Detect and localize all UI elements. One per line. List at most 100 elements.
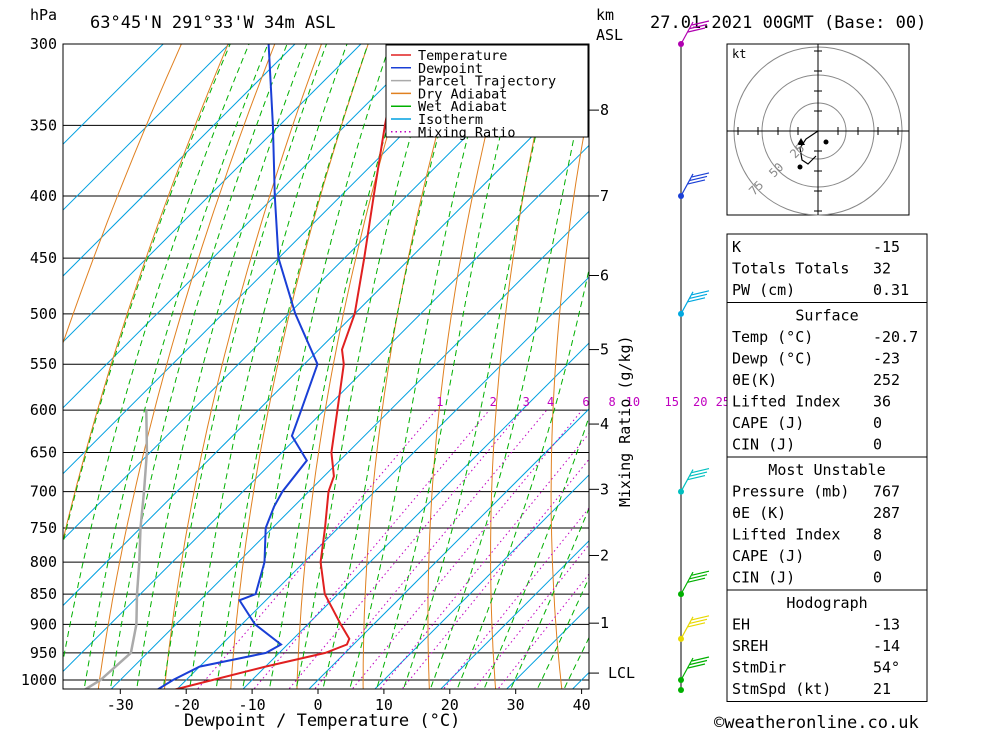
isotherm-line <box>440 540 589 689</box>
legend-entry: Dry Adiabat <box>418 86 507 102</box>
wind-surface-dot <box>678 687 684 693</box>
pressure-tick-label: 300 <box>30 35 57 53</box>
wind-barb-flag <box>687 663 706 669</box>
index-value: 0.31 <box>873 281 909 299</box>
km-tick-label: 5 <box>600 341 609 359</box>
index-value: -23 <box>873 350 900 368</box>
wind-barb <box>680 468 710 492</box>
index-value: 0 <box>873 569 882 587</box>
pressure-tick-label: 400 <box>30 187 57 205</box>
pressure-tick-label: 650 <box>30 443 57 461</box>
mixing-ratio-line <box>288 409 523 689</box>
index-label: Dewp (°C) <box>732 350 813 368</box>
wind-barb <box>680 20 710 45</box>
asl-label: ASL <box>596 26 623 44</box>
x-tick-label: 20 <box>441 696 459 714</box>
pressure-tick-label: 500 <box>30 305 57 323</box>
mixing-ratio-label: 6 <box>582 395 589 409</box>
isotherm-line <box>110 210 589 689</box>
pressure-tick-label: 600 <box>30 401 57 419</box>
index-label: Temp (°C) <box>732 328 813 346</box>
isotherm-line <box>63 44 559 541</box>
pressure-tick-label: 700 <box>30 483 57 501</box>
wind-barb-staff <box>680 657 694 681</box>
km-unit: km <box>596 6 614 24</box>
legend-entry: Temperature <box>418 48 507 64</box>
km-tick-label: 7 <box>600 187 609 205</box>
wet-adiabat-line <box>63 44 231 546</box>
mixing-ratio-label: 20 <box>693 395 707 409</box>
mixing-ratio-axis-title: Mixing Ratio (g/kg) <box>616 335 634 507</box>
wind-barb-staff <box>680 469 694 492</box>
isotherm-line <box>242 342 589 689</box>
index-value: 0 <box>873 414 882 432</box>
index-value: 0 <box>873 436 882 454</box>
index-value: -20.7 <box>873 328 918 346</box>
km-tick-label: 4 <box>600 415 609 433</box>
wet-adiabat-line <box>136 44 308 689</box>
wind-barb-staff <box>680 571 694 595</box>
mixing-ratio-line <box>253 409 490 689</box>
wet-adiabat-line <box>536 576 589 689</box>
index-label: CAPE (J) <box>732 547 804 565</box>
dry-adiabat-line <box>362 44 463 689</box>
pressure-tick-label: 1000 <box>21 671 57 689</box>
wet-adiabat-line <box>83 44 269 689</box>
isotherm-line <box>63 44 362 343</box>
wind-barb-flag <box>691 656 710 662</box>
mixing-ratio-line <box>196 409 437 689</box>
x-tick-label: -30 <box>107 696 134 714</box>
legend-entry: Mixing Ratio <box>418 125 516 141</box>
mixing-ratio-label: 15 <box>665 395 679 409</box>
km-tick-label: 8 <box>600 101 609 119</box>
wet-adiabat-line <box>376 44 524 689</box>
wind-barb <box>680 570 710 595</box>
isotherm-line <box>63 44 230 211</box>
wind-barb-staff <box>680 616 694 640</box>
dry-adiabat-line <box>490 44 556 689</box>
legend-entry: Parcel Trajectory <box>418 74 556 90</box>
hodograph-point <box>823 139 829 145</box>
x-tick-label: 0 <box>313 696 322 714</box>
index-label: Lifted Index <box>732 526 840 544</box>
storm-motion-marker <box>797 138 805 145</box>
wind-barb <box>680 290 710 315</box>
pressure-tick-label: 850 <box>30 585 57 603</box>
wind-barb-flag <box>687 475 706 481</box>
mixing-ratio-labels: 1 2 3 4 6 8 10 15 20 25 <box>436 395 730 409</box>
isotherm-line <box>63 78 589 607</box>
km-tick-label: 2 <box>600 546 609 564</box>
index-value: 287 <box>873 504 900 522</box>
most-unstable-title: Most Unstable <box>768 461 885 479</box>
pressure-tick-label: 450 <box>30 249 57 267</box>
wind-barb-staff <box>680 291 694 315</box>
mixing-ratio-line <box>351 409 583 689</box>
most-unstable-box <box>726 456 928 591</box>
mixing-ratio-line <box>379 432 589 689</box>
pressure-tick-label: 550 <box>30 355 57 373</box>
wet-adiabat-line <box>510 507 589 689</box>
hodograph-indices-title: Hodograph <box>786 594 867 612</box>
index-value: -14 <box>873 637 900 655</box>
wind-barb-flag <box>691 468 710 474</box>
axes: 3003504004505005506006507007508008509009… <box>21 35 635 714</box>
pressure-tick-label: 350 <box>30 116 57 134</box>
mixing-ratio-line <box>473 543 589 689</box>
index-label: SREH <box>732 637 768 655</box>
mixing-ratio-label: 25 <box>716 395 730 409</box>
index-value: 21 <box>873 680 891 698</box>
index-label: StmDir <box>732 659 786 677</box>
legend-entry: Wet Adiabat <box>418 99 507 115</box>
dry-adiabat-line <box>63 44 182 345</box>
index-value: 252 <box>873 371 900 389</box>
index-label: CAPE (J) <box>732 414 804 432</box>
isotherm-line <box>63 44 296 277</box>
mixing-ratio-label: 3 <box>523 395 530 409</box>
wind-barb-flag <box>691 615 710 621</box>
index-label: PW (cm) <box>732 281 795 299</box>
wet-adiabat-line <box>109 44 288 689</box>
pressure-tick-label: 900 <box>30 615 57 633</box>
pressure-tick-label: 800 <box>30 553 57 571</box>
